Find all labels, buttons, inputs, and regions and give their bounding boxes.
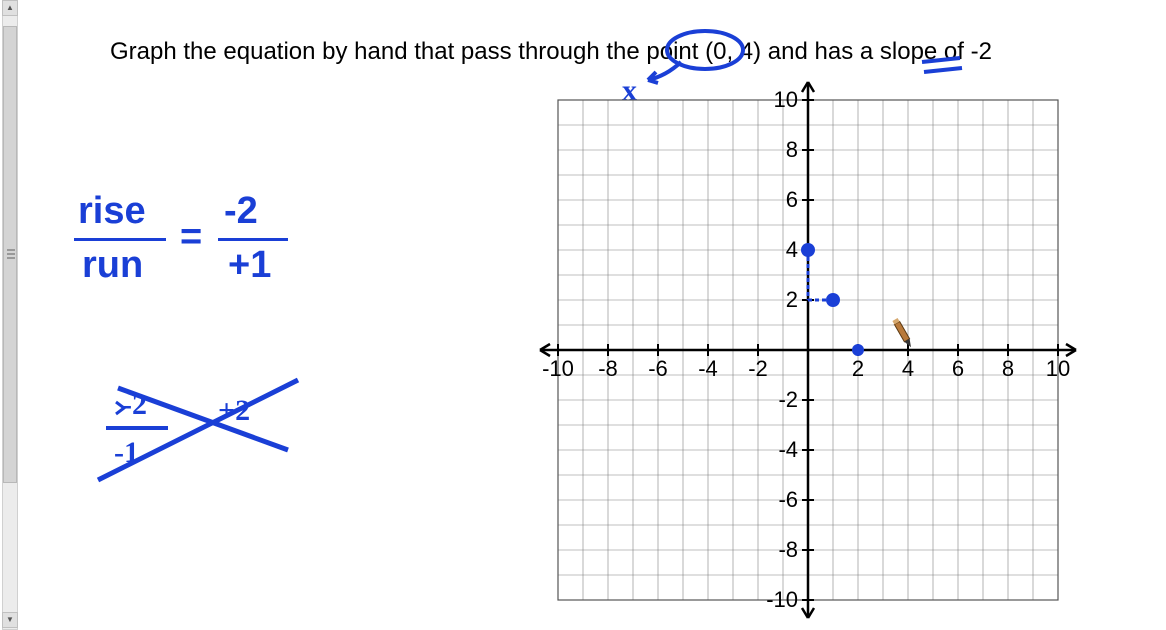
svg-text:-8: -8 <box>778 537 798 562</box>
svg-text:-2: -2 <box>778 387 798 412</box>
problem-slope: -2 <box>971 38 992 65</box>
problem-text-before: Graph the equation by hand that pass thr… <box>110 38 705 65</box>
svg-text:2: 2 <box>852 356 864 381</box>
svg-text:8: 8 <box>1002 356 1014 381</box>
svg-text:10: 10 <box>774 87 798 112</box>
svg-text:6: 6 <box>786 187 798 212</box>
numerator-value: -2 <box>224 190 258 233</box>
svg-text:-6: -6 <box>778 487 798 512</box>
fraction-line-right <box>218 238 288 241</box>
crossed-fraction-annotation: -2 -1 +2 <box>98 380 318 505</box>
svg-text:-4: -4 <box>778 437 798 462</box>
rise-label: rise <box>78 190 146 233</box>
svg-text:-4: -4 <box>698 356 718 381</box>
scrollbar-up-arrow-icon[interactable]: ▲ <box>2 0 18 16</box>
svg-text:-10: -10 <box>766 587 798 612</box>
svg-text:2: 2 <box>786 287 798 312</box>
svg-text:10: 10 <box>1046 356 1070 381</box>
problem-statement: Graph the equation by hand that pass thr… <box>110 38 992 66</box>
svg-text:-10: -10 <box>542 356 574 381</box>
svg-text:4: 4 <box>902 356 914 381</box>
denominator-value: +1 <box>228 244 271 287</box>
coordinate-graph: -10 -8 -6 -4 -2 2 4 6 8 10 10 8 6 4 2 -2 -4 -6 -8 -10 <box>538 80 1098 630</box>
scrollbar-thumb[interactable] <box>3 26 17 483</box>
scrollbar-down-arrow-icon[interactable]: ▼ <box>2 612 18 628</box>
svg-text:4: 4 <box>786 237 798 262</box>
svg-text:-2: -2 <box>748 356 768 381</box>
slope-underline-icon <box>918 56 968 80</box>
svg-text:-8: -8 <box>598 356 618 381</box>
whiteboard-canvas: Graph the equation by hand that pass thr… <box>18 0 1166 628</box>
run-label: run <box>82 244 143 287</box>
equals-sign: = <box>180 216 202 259</box>
fraction-line-left <box>74 238 166 241</box>
svg-text:6: 6 <box>952 356 964 381</box>
svg-text:8: 8 <box>786 137 798 162</box>
svg-text:-6: -6 <box>648 356 668 381</box>
